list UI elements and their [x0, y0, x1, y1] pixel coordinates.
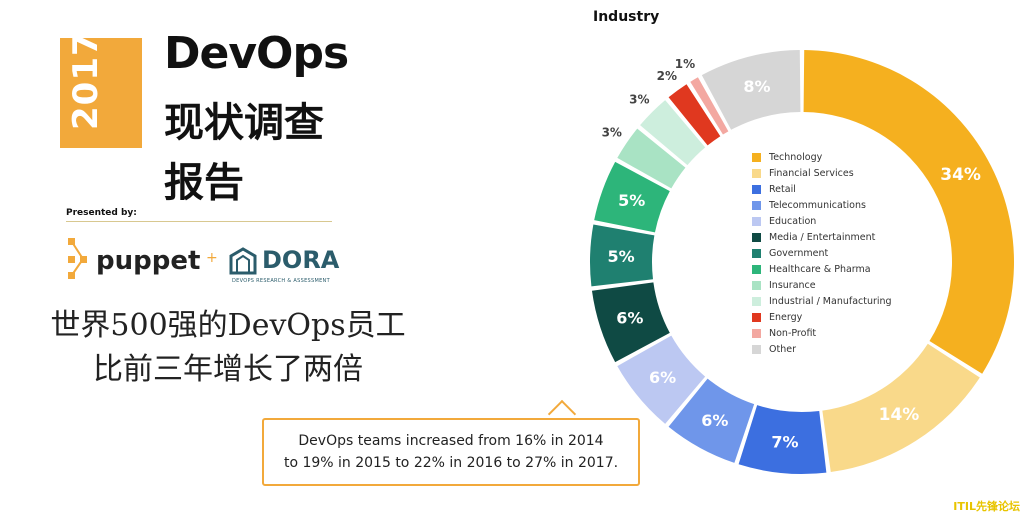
slice-label-technology: 34% [940, 165, 981, 185]
legend-swatch [752, 329, 761, 338]
legend-item-telecommunications: Telecommunications [752, 198, 892, 214]
legend-label: Government [769, 248, 829, 259]
legend-item-industrial-manufacturing: Industrial / Manufacturing [752, 294, 892, 310]
legend-item-education: Education [752, 214, 892, 230]
legend-item-retail: Retail [752, 182, 892, 198]
dora-logo-subtitle: DEVOPS RESEARCH & ASSESSMENT [232, 278, 330, 284]
slice-media-entertainment [591, 282, 670, 363]
slice-label-energy: 2% [657, 69, 677, 83]
legend-swatch [752, 185, 761, 194]
legend-label: Insurance [769, 280, 816, 291]
legend-swatch [752, 297, 761, 306]
slice-label-non-profit: 1% [675, 57, 695, 71]
legend-swatch [752, 313, 761, 322]
slice-other [701, 50, 801, 130]
dora-logo-text: DORA [262, 246, 340, 274]
legend-item-financial-services: Financial Services [752, 166, 892, 182]
legend-swatch [752, 345, 761, 354]
slice-label-financial-services: 14% [879, 405, 920, 425]
legend-item-non-profit: Non-Profit [752, 326, 892, 342]
legend-item-other: Other [752, 342, 892, 358]
legend-label: Financial Services [769, 168, 854, 179]
slice-insurance [617, 128, 686, 189]
report-title-en: DevOps [164, 28, 349, 79]
report-cover: 2017 DevOps 现状调查 报告 [60, 28, 349, 206]
logo-plus: + [206, 250, 218, 266]
callout-line1: DevOps teams increased from 16% in 2014 [298, 433, 604, 449]
puppet-logo-icon [68, 238, 87, 279]
headline-line1: 世界500强的DevOps员工 [50, 308, 406, 343]
report-title-cn-line1: 现状调查 [164, 100, 324, 146]
slice-label-education: 6% [649, 368, 676, 387]
chart-legend: Technology Financial Services Retail Teleco… [752, 150, 892, 358]
slice-telecommunications [668, 378, 755, 463]
legend-swatch [752, 201, 761, 210]
report-title-cn-line2: 报告 [164, 160, 244, 206]
legend-item-insurance: Insurance [752, 278, 892, 294]
year-bar [60, 38, 142, 148]
callout-text: DevOps teams increased from 16% in 2014 … [264, 430, 638, 474]
watermark: ITIL先锋论坛 [953, 500, 1020, 513]
legend-swatch [752, 153, 761, 162]
slice-healthcare-pharma [594, 161, 670, 233]
legend-swatch [752, 249, 761, 258]
legend-label: Energy [769, 312, 803, 323]
legend-label: Retail [769, 184, 796, 195]
callout-box: DevOps teams increased from 16% in 2014 … [262, 418, 640, 486]
slice-label-industrial-manufacturing: 3% [629, 92, 649, 106]
legend-label: Telecommunications [769, 200, 866, 211]
slice-energy [668, 84, 721, 146]
legend-label: Education [769, 216, 817, 227]
puppet-logo-text: puppet [96, 246, 201, 276]
slice-label-telecommunications: 6% [701, 411, 728, 430]
slice-technology [803, 50, 1015, 374]
legend-label: Industrial / Manufacturing [769, 296, 892, 307]
legend-swatch [752, 217, 761, 226]
legend-item-media-entertainment: Media / Entertainment [752, 230, 892, 246]
dora-logo-icon [229, 247, 257, 275]
legend-item-technology: Technology [752, 150, 892, 166]
legend-label: Healthcare & Pharma [769, 264, 871, 275]
slice-label-insurance: 3% [602, 126, 622, 140]
divider [66, 221, 332, 222]
legend-swatch [752, 265, 761, 274]
presented-by-label: Presented by: [66, 208, 137, 218]
legend-item-government: Government [752, 246, 892, 262]
legend-label: Media / Entertainment [769, 232, 876, 243]
legend-item-energy: Energy [752, 310, 892, 326]
slice-retail [738, 405, 827, 475]
legend-label: Other [769, 344, 796, 355]
headline-line2: 比前三年增长了两倍 [93, 352, 363, 387]
legend-swatch [752, 169, 761, 178]
legend-label: Non-Profit [769, 328, 817, 339]
slice-government [590, 224, 655, 287]
slice-label-healthcare-pharma: 5% [618, 191, 645, 210]
slice-education [617, 335, 706, 424]
legend-swatch [752, 281, 761, 290]
slice-financial-services [822, 343, 980, 473]
slice-label-other: 8% [743, 77, 770, 96]
slice-industrial-manufacturing [640, 100, 706, 166]
callout-line2: to 19% in 2015 to 22% in 2016 to 27% in … [283, 455, 619, 471]
legend-item-healthcare-pharma: Healthcare & Pharma [752, 262, 892, 278]
legend-swatch [752, 233, 761, 242]
sponsor-logos: puppet + DORA DEVOPS RESEARCH & ASSESSME… [66, 236, 346, 286]
slice-label-retail: 7% [771, 433, 798, 452]
slice-label-government: 5% [608, 247, 635, 266]
legend-label: Technology [769, 152, 823, 163]
chart-title: Industry [593, 9, 660, 25]
slice-label-media-entertainment: 6% [616, 308, 643, 327]
slice-non-profit [690, 77, 729, 135]
